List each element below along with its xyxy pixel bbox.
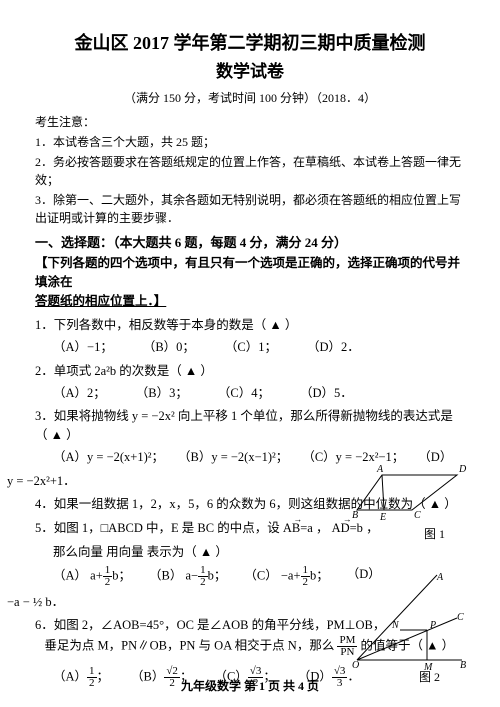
svg-text:E: E <box>379 512 386 523</box>
q1-c: （C）1； <box>225 338 277 357</box>
svg-text:C: C <box>414 510 421 521</box>
q1-d: （D）2． <box>307 338 360 357</box>
q2-opts: （A）2； （B）3； （C）4； （D）5． <box>53 384 465 403</box>
q2-a: （A）2； <box>53 384 106 403</box>
notice-2: 2．务必按答题要求在答题纸规定的位置上作答，在草稿纸、本试卷上答题一律无效； <box>35 153 465 189</box>
figure-2: OA BC PN M <box>352 570 472 670</box>
svg-text:N: N <box>391 620 400 631</box>
notice-3: 3．除第一、二大题外，其余各题如无特别说明，都必须在答题纸的相应位置上写出证明或… <box>35 191 465 227</box>
page-footer: 九年级数学 第 1 页 共 4 页 <box>0 677 500 695</box>
instr-a: 【下列各题的四个选项中，有且只有一个选项是正确的，选择正确项的代号并填涂在 <box>35 256 460 289</box>
q1-a: （A）−1； <box>53 338 113 357</box>
section1-instr: 【下列各题的四个选项中，有且只有一个选项是正确的，选择正确项的代号并填涂在 答题… <box>35 254 465 310</box>
page-title: 金山区 2017 学年第二学期初三期中质量检测 <box>35 30 465 57</box>
instr-b: 答题纸的相应位置上．】 <box>35 294 166 308</box>
svg-text:O: O <box>352 660 359 670</box>
svg-text:P: P <box>429 620 436 631</box>
q1-b: （B）0； <box>143 338 195 357</box>
svg-text:B: B <box>460 660 466 670</box>
q1-stem: 1．下列各数中，相反数等于本身的数是（ ▲ ） <box>35 316 465 335</box>
notice-head: 考生注意： <box>35 113 465 131</box>
q3-b: （B）y = −2(x−1)²； <box>178 448 288 467</box>
svg-text:A: A <box>436 572 444 583</box>
q5-opts-intro: 那么向量 用向量 表示为（ ▲ ） <box>53 543 465 562</box>
q3-a: （A）y = −2(x+1)²； <box>53 448 164 467</box>
q5-a: （A） a+12b； <box>53 565 131 588</box>
q2-d: （D）5． <box>300 384 353 403</box>
fig1-label: 图 1 <box>424 525 445 543</box>
q2-stem: 2．单项式 2a²b 的次数是（ ▲ ） <box>35 362 465 381</box>
figure-1: A D B C E <box>352 420 472 530</box>
page-subtitle: 数学试卷 <box>35 59 465 85</box>
q5-b: （B） a−12b； <box>149 565 226 588</box>
svg-text:B: B <box>352 510 358 521</box>
q5-stem-a: 5．如图 1，□ABCD 中，E 是 BC 的中点，设 <box>35 521 280 535</box>
vec-ab: AB=a <box>283 519 313 538</box>
q5-stem-b: ， <box>316 521 329 535</box>
section1-head: 一、选择题：（本大题共 6 题，每题 4 分，满分 24 分） <box>35 233 465 253</box>
svg-text:D: D <box>458 464 467 475</box>
q1-opts: （A）−1； （B）0； （C）1； （D）2． <box>53 338 465 357</box>
q2-c: （C）4； <box>218 384 270 403</box>
notice-1: 1．本试卷含三个大题，共 25 题； <box>35 133 465 151</box>
q2-b: （B）3； <box>136 384 188 403</box>
svg-text:A: A <box>376 464 384 475</box>
q6-stem-b: 垂足为点 M，PN∥OB，PN 与 OA 相交于点 N，那么 <box>44 638 334 652</box>
q6-stem-a: 6．如图 2，∠AOB=45°，OC 是∠AOB 的角平分线，PM⊥OB， <box>35 618 385 632</box>
svg-text:C: C <box>457 612 464 623</box>
exam-meta: （满分 150 分，考试时间 100 分钟）（2018．4） <box>35 89 465 107</box>
q5-c: （C） −a+12b； <box>244 565 328 588</box>
